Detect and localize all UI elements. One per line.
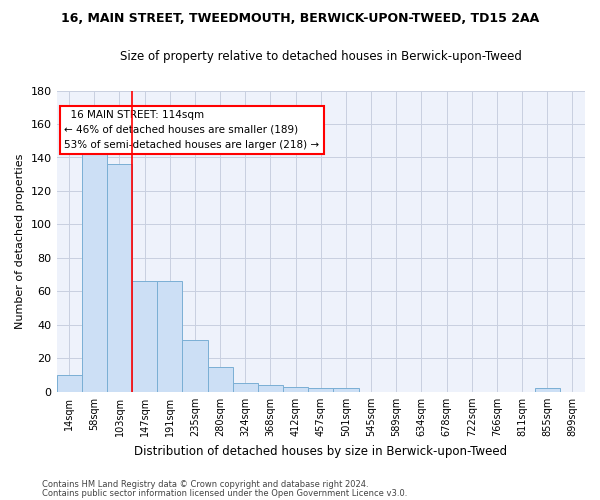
Title: Size of property relative to detached houses in Berwick-upon-Tweed: Size of property relative to detached ho… <box>120 50 522 63</box>
Bar <box>182 340 208 392</box>
Text: Contains HM Land Registry data © Crown copyright and database right 2024.: Contains HM Land Registry data © Crown c… <box>42 480 368 489</box>
Bar <box>233 384 258 392</box>
Bar <box>334 388 359 392</box>
Bar <box>107 164 132 392</box>
Bar <box>157 282 182 392</box>
Bar <box>132 282 157 392</box>
Text: 16, MAIN STREET, TWEEDMOUTH, BERWICK-UPON-TWEED, TD15 2AA: 16, MAIN STREET, TWEEDMOUTH, BERWICK-UPO… <box>61 12 539 26</box>
Y-axis label: Number of detached properties: Number of detached properties <box>15 154 25 329</box>
Bar <box>535 388 560 392</box>
Bar <box>308 388 334 392</box>
Bar <box>258 385 283 392</box>
Bar <box>208 366 233 392</box>
Bar <box>56 375 82 392</box>
Bar <box>283 387 308 392</box>
Bar <box>82 152 107 392</box>
Text: Contains public sector information licensed under the Open Government Licence v3: Contains public sector information licen… <box>42 489 407 498</box>
X-axis label: Distribution of detached houses by size in Berwick-upon-Tweed: Distribution of detached houses by size … <box>134 444 508 458</box>
Text: 16 MAIN STREET: 114sqm  
← 46% of detached houses are smaller (189)
53% of semi-: 16 MAIN STREET: 114sqm ← 46% of detached… <box>64 110 320 150</box>
